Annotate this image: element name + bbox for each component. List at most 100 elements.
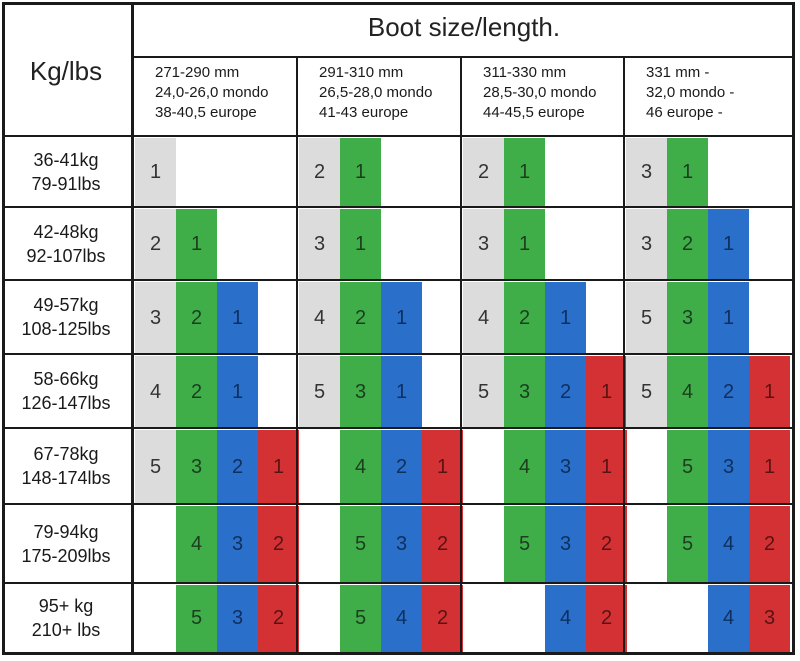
weight-kg-label: 36-41kg	[33, 149, 99, 170]
matrix-cell: 1	[340, 209, 381, 280]
weight-lbs-label: 148-174lbs	[21, 468, 111, 488]
matrix-cell: 5	[667, 430, 708, 504]
matrix-cell: 1	[667, 138, 708, 207]
corner-label: Kg/lbs	[29, 56, 103, 86]
weight-kg-label: 42-48kg	[33, 221, 99, 242]
grid-line	[623, 56, 625, 654]
weight-kg-label: 79-94kg	[33, 521, 99, 542]
matrix-cell: 1	[381, 356, 422, 428]
matrix-cell: 4	[381, 585, 422, 652]
boot-size-mondo-label: 28,5-30,0 mondo	[483, 84, 597, 101]
matrix-cell: 3	[217, 506, 258, 583]
matrix-cell: 4	[299, 282, 340, 354]
grid-line	[2, 2, 5, 655]
matrix-cell: 2	[381, 430, 422, 504]
matrix-cell: 5	[463, 356, 504, 428]
matrix-cell: 1	[749, 430, 790, 504]
matrix-cell: 3	[176, 430, 217, 504]
matrix-cell: 4	[176, 506, 217, 583]
matrix-cell: 2	[258, 506, 299, 583]
matrix-cell: 3	[381, 506, 422, 583]
matrix-cell: 3	[340, 356, 381, 428]
matrix-cell: 2	[258, 585, 299, 652]
weight-lbs-label: 126-147lbs	[21, 393, 111, 413]
matrix-cell: 1	[708, 209, 749, 280]
matrix-cell: 1	[545, 282, 586, 354]
matrix-cell: 2	[299, 138, 340, 207]
weight-kg-label: 49-57kg	[33, 295, 99, 315]
weight-kg-label: 67-78kg	[33, 444, 99, 464]
matrix-cell: 1	[217, 356, 258, 428]
matrix-cell: 5	[176, 585, 217, 652]
chart-title: Boot size/length.	[367, 12, 561, 42]
weight-lbs-label: 79-91lbs	[31, 173, 101, 194]
grid-line	[2, 582, 795, 584]
matrix-cell: 4	[340, 430, 381, 504]
boot-size-mondo-label: 32,0 mondo -	[646, 84, 735, 101]
matrix-cell: 3	[545, 430, 586, 504]
matrix-cell: 4	[708, 585, 749, 652]
matrix-cell: 1	[586, 356, 627, 428]
matrix-cell: 5	[667, 506, 708, 583]
matrix-cell: 2	[422, 585, 463, 652]
matrix-cell: 2	[135, 209, 176, 280]
matrix-cell: 1	[422, 430, 463, 504]
matrix-cell: 3	[545, 506, 586, 583]
grid-line	[2, 353, 795, 355]
matrix-cell: 2	[504, 282, 545, 354]
matrix-cell: 2	[586, 585, 627, 652]
boot-size-europe-label: 44-45,5 europe	[483, 104, 585, 121]
matrix-cell: 4	[504, 430, 545, 504]
matrix-cell: 3	[626, 209, 667, 280]
grid-line	[296, 56, 298, 654]
matrix-cell: 2	[463, 138, 504, 207]
matrix-cell: 3	[626, 138, 667, 207]
matrix-cell: 1	[708, 282, 749, 354]
weight-lbs-label: 175-209lbs	[21, 545, 111, 566]
grid-line	[460, 56, 462, 654]
grid-line	[2, 206, 795, 208]
matrix-cell: 3	[667, 282, 708, 354]
matrix-cell: 3	[463, 209, 504, 280]
matrix-cell: 3	[504, 356, 545, 428]
grid-line	[2, 652, 795, 655]
matrix-cell: 1	[504, 209, 545, 280]
matrix-cell: 2	[667, 209, 708, 280]
matrix-cell: 1	[217, 282, 258, 354]
matrix-cell: 2	[545, 356, 586, 428]
grid-line	[2, 427, 795, 429]
matrix-cell: 3	[299, 209, 340, 280]
boot-size-europe-label: 41-43 europe	[319, 104, 409, 121]
weight-lbs-label: 92-107lbs	[26, 245, 106, 266]
matrix-cell: 1	[340, 138, 381, 207]
matrix-cell: 1	[176, 209, 217, 280]
matrix-cell: 2	[217, 430, 258, 504]
matrix-cell: 1	[381, 282, 422, 354]
grid-line	[131, 2, 134, 655]
boot-size-mm-label: 331 mm -	[646, 64, 710, 81]
grid-line	[133, 56, 793, 58]
matrix-cell: 2	[749, 506, 790, 583]
matrix-cell: 5	[504, 506, 545, 583]
matrix-cell: 5	[135, 430, 176, 504]
weight-kg-label: 58-66kg	[33, 369, 99, 389]
matrix-cell: 4	[135, 356, 176, 428]
boot-size-mm-label: 291-310 mm	[319, 64, 404, 81]
matrix-cell: 2	[422, 506, 463, 583]
matrix-cell: 1	[135, 138, 176, 207]
matrix-cell: 2	[708, 356, 749, 428]
boot-size-mm-label: 271-290 mm	[155, 64, 240, 81]
grid-line	[792, 2, 795, 655]
grid-line	[2, 503, 795, 505]
boot-size-mondo-label: 26,5-28,0 mondo	[319, 84, 433, 101]
matrix-cell: 3	[749, 585, 790, 652]
matrix-cell: 5	[299, 356, 340, 428]
matrix-cell: 2	[176, 282, 217, 354]
matrix-cell: 1	[504, 138, 545, 207]
matrix-cell: 2	[586, 506, 627, 583]
weight-lbs-label: 210+ lbs	[31, 619, 101, 640]
matrix-cell: 3	[135, 282, 176, 354]
matrix-cell: 5	[626, 282, 667, 354]
matrix-cell: 1	[586, 430, 627, 504]
